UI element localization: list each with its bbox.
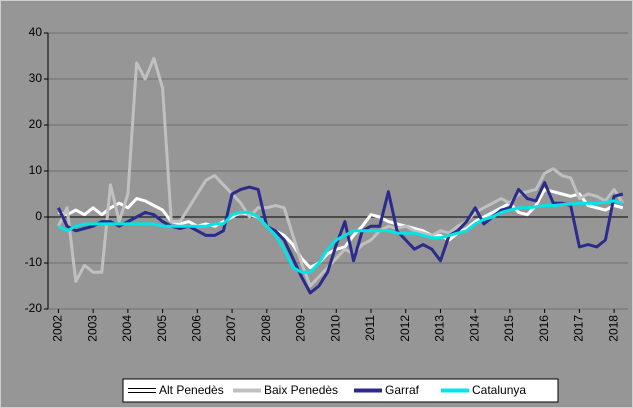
legend-label: Garraf — [385, 383, 420, 397]
y-tick-label: 40 — [29, 25, 43, 39]
series-line — [57, 181, 624, 295]
x-tick-label: 2011 — [363, 315, 377, 341]
series-line — [58, 187, 624, 270]
x-tick-label: 2018 — [606, 315, 620, 342]
y-tick-label: 0 — [35, 209, 42, 223]
series-line — [57, 199, 624, 274]
y-tick-label: -10 — [25, 255, 43, 269]
x-tick-label: 2014 — [467, 315, 481, 342]
x-tick-label: 2013 — [433, 315, 447, 342]
x-tick-label: 2007 — [224, 315, 238, 342]
legend-label: Alt Penedès — [159, 383, 224, 397]
x-tick-label: 2003 — [85, 315, 99, 342]
x-tick-label: 2017 — [572, 315, 586, 342]
y-tick-label: 20 — [29, 117, 43, 131]
x-tick-label: 2010 — [328, 315, 342, 342]
x-tick-label: 2015 — [502, 315, 516, 342]
legend-label: Baix Penedès — [264, 383, 338, 397]
legend-box — [122, 378, 559, 403]
x-tick-label: 2004 — [120, 315, 134, 342]
x-tick-label: 2005 — [155, 315, 169, 342]
x-tick-label: 2006 — [190, 315, 204, 342]
y-tick-label: 30 — [29, 71, 43, 85]
y-tick-label: 10 — [29, 163, 43, 177]
y-tick-label: -20 — [25, 301, 43, 315]
x-tick-label: 2012 — [398, 315, 412, 342]
series-line — [57, 56, 625, 288]
x-tick-label: 2016 — [537, 315, 551, 342]
x-tick-label: 2002 — [51, 315, 65, 342]
legend-label: Catalunya — [472, 383, 526, 397]
x-tick-label: 2008 — [259, 315, 273, 342]
x-tick-label: 2009 — [294, 315, 308, 342]
